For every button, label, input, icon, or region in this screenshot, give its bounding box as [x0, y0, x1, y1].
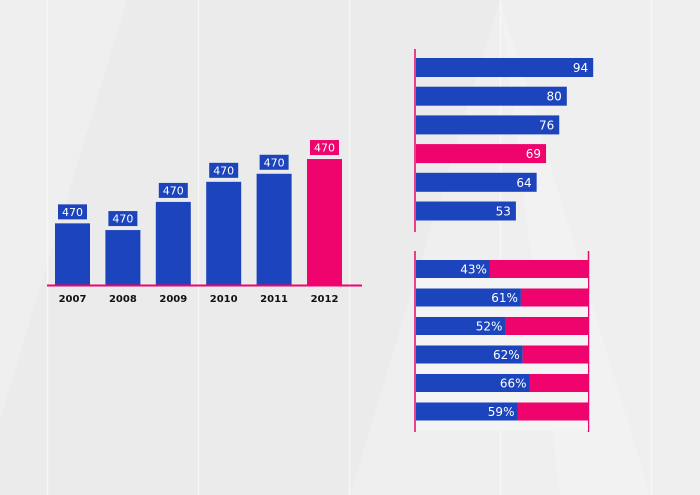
percentage-bar-chart: 43% 61% 52% 62% 66% 59%: [414, 251, 590, 432]
bar-2008: [105, 230, 141, 285]
bar-segment-share: [416, 402, 518, 421]
data-label: 64: [516, 176, 531, 190]
data-label: 470: [264, 156, 285, 169]
data-label-box: [108, 211, 138, 227]
bar-2009: [155, 201, 191, 285]
bar-94: [416, 58, 594, 77]
bar-segment-share: [416, 288, 521, 307]
bar-segment-share: [416, 374, 530, 392]
yearly-bar-chart: 470 2007 470 2008 470 2009 470 2010 470 2011 470 20…: [47, 140, 362, 305]
bar-segment-share: [416, 260, 490, 278]
bar-80: [416, 86, 567, 106]
bar-segment-remainder: [522, 345, 588, 364]
data-label: 66%: [500, 377, 527, 391]
x-tick-label: 2011: [260, 294, 288, 305]
data-label: 52%: [476, 320, 503, 334]
bar-segment-remainder: [517, 402, 588, 421]
data-label: 59%: [488, 405, 515, 419]
bar-segment-share: [416, 345, 523, 364]
data-label-box: [209, 162, 239, 178]
data-label: 470: [163, 184, 184, 197]
bar-64: [416, 172, 537, 192]
bar-segment-remainder: [520, 288, 588, 307]
ranking-bar-chart: 94 80 76 69 64 53: [414, 49, 594, 232]
data-label-box: [158, 182, 188, 198]
data-label-box: [259, 154, 289, 170]
x-tick-label: 2010: [210, 294, 238, 305]
bar-segment-remainder: [489, 260, 588, 278]
x-tick-label: 2009: [159, 294, 187, 305]
bar-segment-share: [416, 317, 506, 335]
data-label: 76: [539, 118, 554, 132]
bar-2010: [206, 181, 242, 285]
bar-segment-remainder: [529, 374, 588, 392]
bar-segment-remainder: [505, 317, 588, 335]
data-label: 470: [112, 213, 133, 226]
bar-69: [416, 144, 547, 164]
bar-2012: [307, 159, 342, 285]
data-label: 94: [573, 61, 588, 75]
bar-76: [416, 115, 560, 135]
data-label-box: [310, 140, 339, 156]
data-label: 69: [526, 147, 541, 161]
data-label: 470: [314, 142, 335, 155]
data-label: 470: [62, 206, 83, 219]
bar-53: [416, 201, 516, 221]
data-label: 61%: [491, 291, 518, 305]
data-label: 53: [496, 205, 511, 219]
data-label: 80: [547, 90, 562, 104]
data-label: 43%: [460, 263, 487, 277]
bar-2011: [256, 173, 292, 285]
data-label: 62%: [493, 348, 520, 362]
bar-2007: [55, 223, 90, 285]
x-tick-label: 2007: [59, 294, 87, 305]
x-tick-label: 2008: [109, 294, 137, 305]
data-label: 470: [213, 164, 234, 177]
data-label-box: [58, 204, 87, 220]
x-tick-label: 2012: [311, 294, 339, 305]
